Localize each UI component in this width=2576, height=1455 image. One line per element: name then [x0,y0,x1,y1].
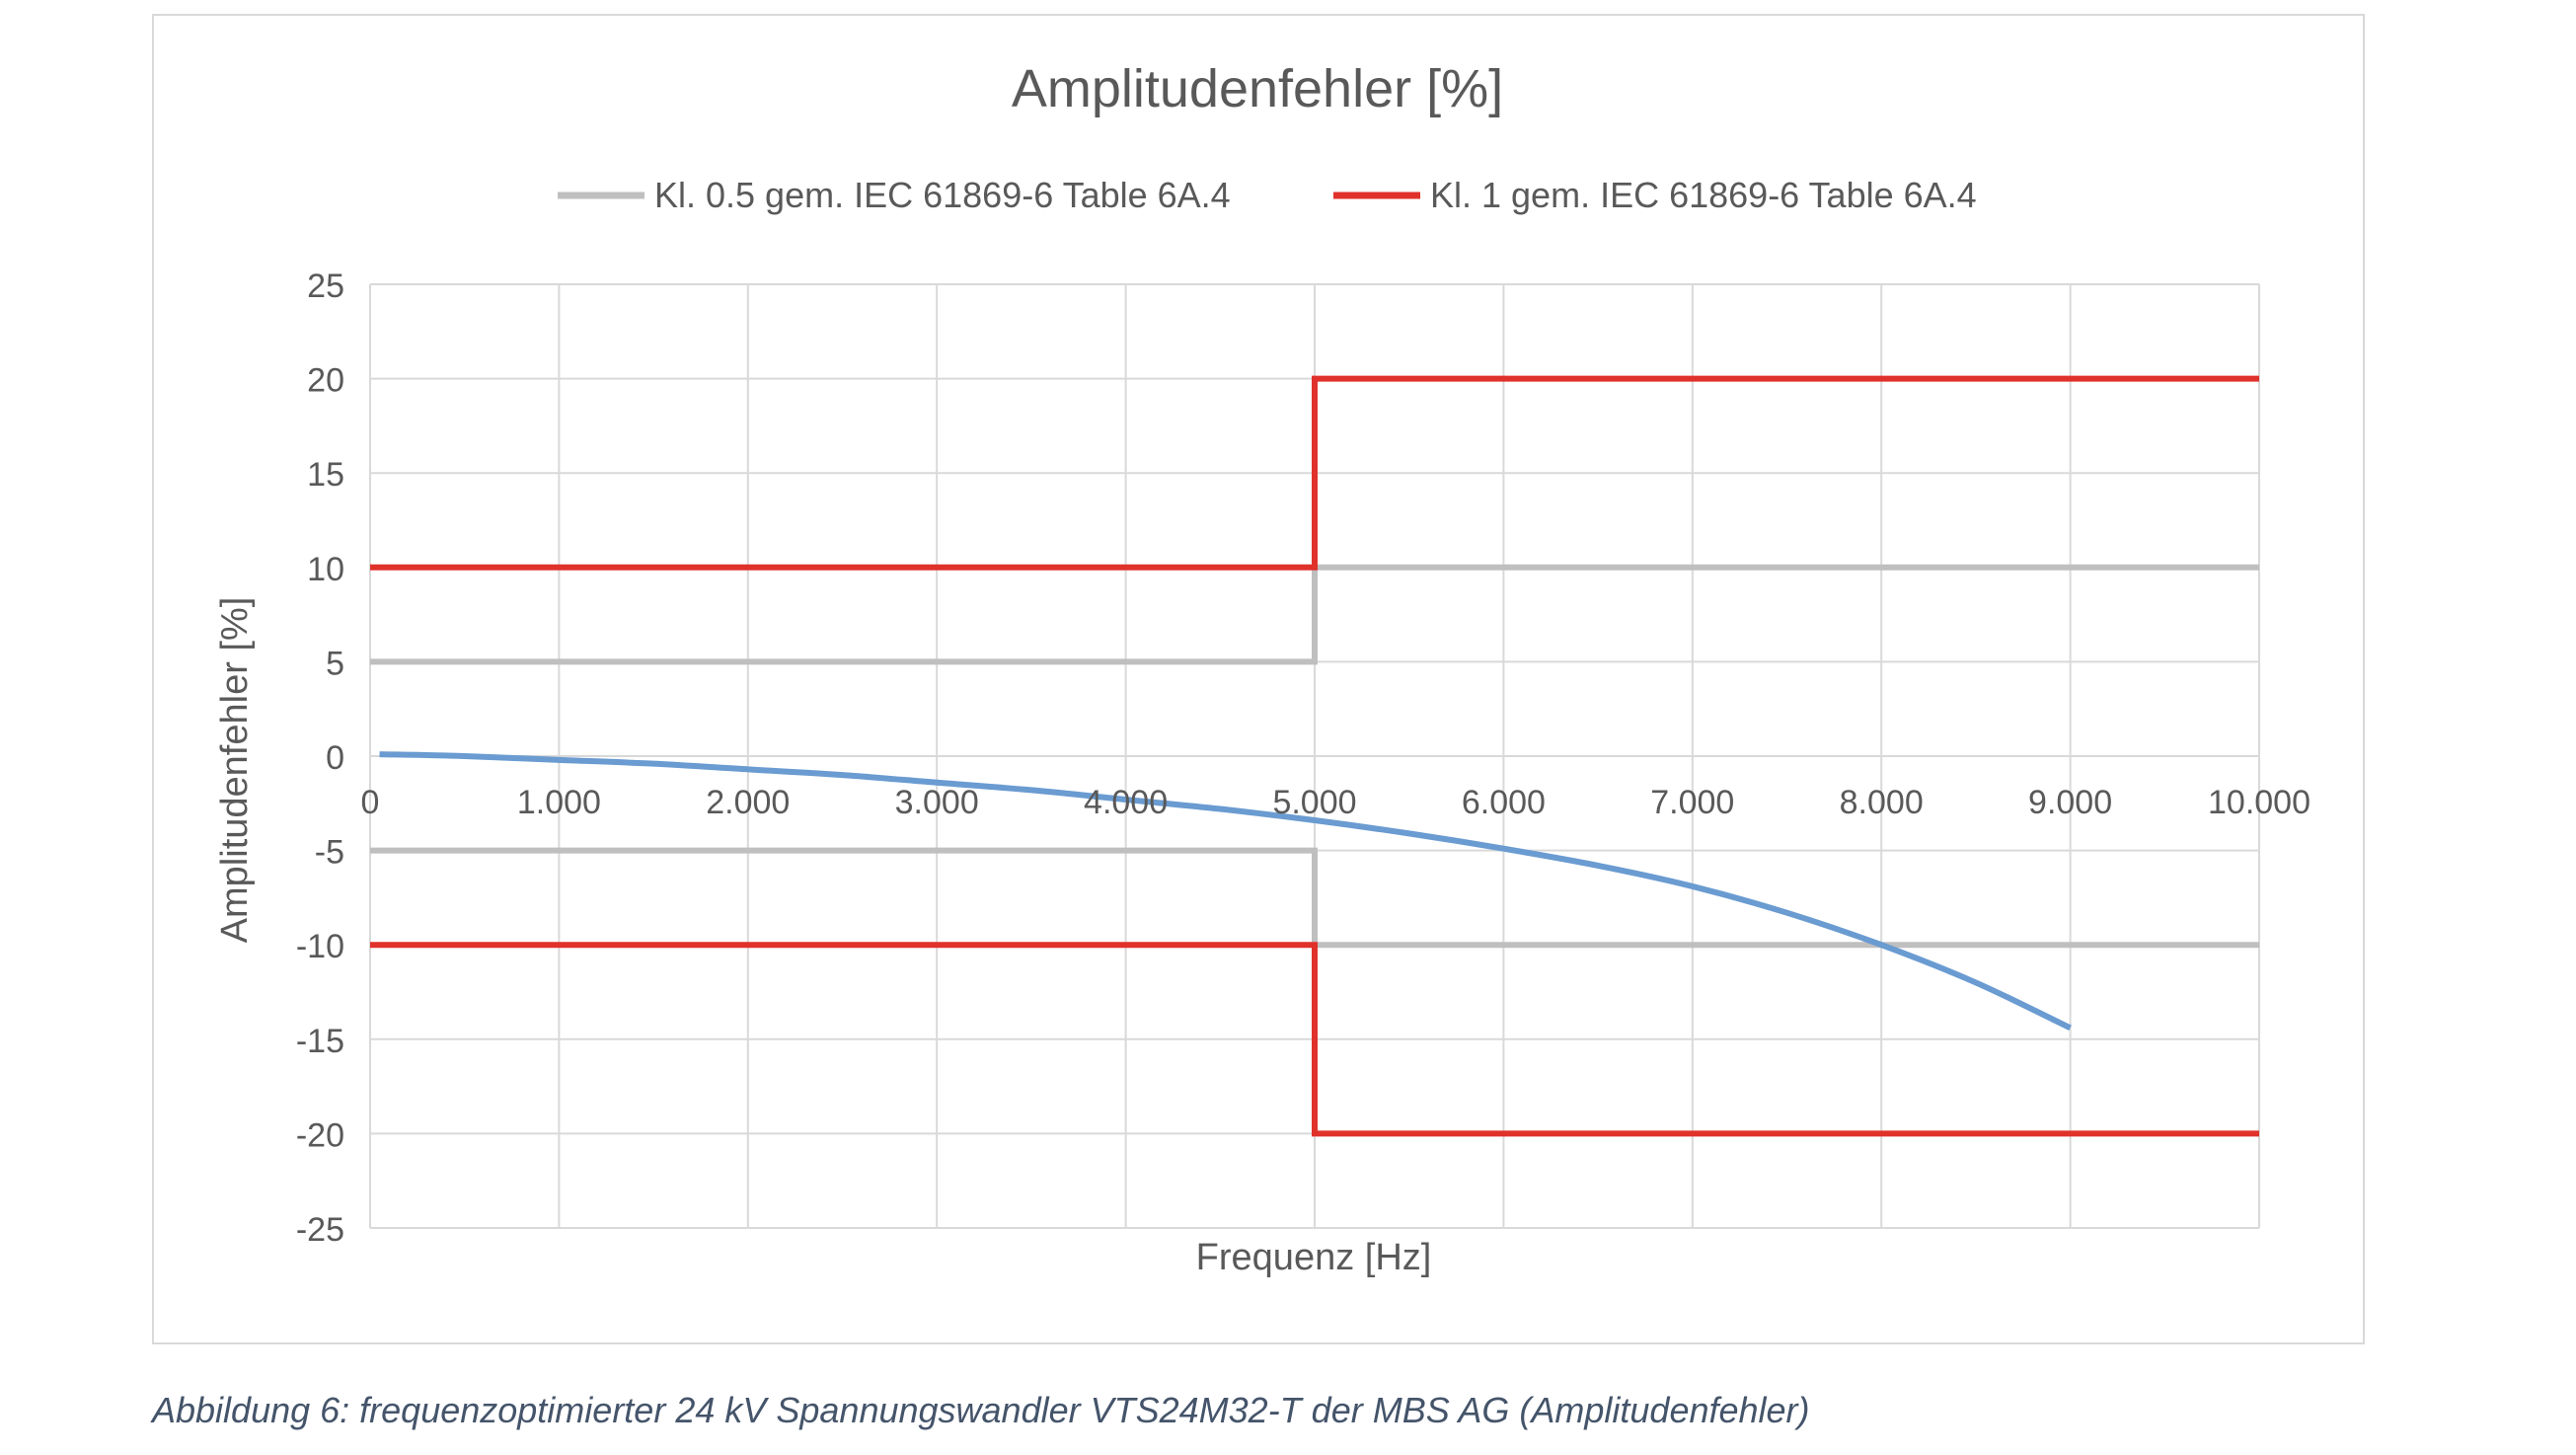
legend-label: Kl. 1 gem. IEC 61869-6 Table 6A.4 [1430,175,1977,215]
series-line-4 [379,751,2072,1032]
x-tick-label: 4.000 [1084,784,1168,821]
legend-item: Kl. 0.5 gem. IEC 61869-6 Table 6A.4 [558,175,1231,215]
chart-title: Amplitudenfehler [%] [1012,59,1503,118]
chart-canvas: 25 20 15 10 5 0 -5 -10 -15 -20 -25 0 1.000 2.000 3.000… [214,59,2311,1278]
y-tick-label: 25 [307,268,344,305]
legend-item: Kl. 1 gem. IEC 61869-6 Table 6A.4 [1333,175,1977,215]
x-tick-label: 0 [361,784,380,821]
legend-label: Kl. 0.5 gem. IEC 61869-6 Table 6A.4 [654,175,1231,215]
figure-caption: Abbildung 6: frequenzoptimierter 24 kV S… [152,1390,1810,1430]
series-line-2 [370,375,2259,571]
x-tick-label: 6.000 [1462,784,1546,821]
y-tick-label: -25 [296,1211,344,1249]
x-tick-label: 5.000 [1272,784,1356,821]
x-axis-label: Frequenz [Hz] [1196,1237,1432,1278]
y-tick-label: -5 [315,834,344,872]
y-tick-label: 0 [326,739,344,777]
y-tick-label: -20 [296,1116,344,1154]
y-tick-label: 20 [307,362,344,400]
series-line-1 [370,847,2259,949]
series-line-0 [370,564,2259,665]
x-tick-label: 7.000 [1650,784,1734,821]
x-tick-label: 1.000 [517,784,601,821]
y-tick-label: -10 [296,928,344,965]
y-tick-label: 5 [326,645,344,682]
x-tick-label: 2.000 [706,784,790,821]
x-tick-label: 3.000 [895,784,979,821]
y-tick-label: -15 [296,1023,344,1060]
y-axis-label: Amplitudenfehler [%] [214,597,256,944]
series-layer [370,375,2259,1137]
x-tick-label: 8.000 [1840,784,1924,821]
legend: Kl. 0.5 gem. IEC 61869-6 Table 6A.4 Kl. 1… [558,175,1977,215]
y-tick-label: 10 [307,551,344,588]
y-tick-label: 15 [307,456,344,494]
chart-frame: 25 20 15 10 5 0 -5 -10 -15 -20 -25 0 1.000 2.000 3.000… [152,14,2365,1344]
x-tick-label: 9.000 [2028,784,2112,821]
x-tick-label: 10.000 [2208,784,2311,821]
series-line-3 [370,942,2259,1137]
tick-labels: 25 20 15 10 5 0 -5 -10 -15 -20 -25 0 1.000 2.000 3.000… [296,268,2311,1249]
